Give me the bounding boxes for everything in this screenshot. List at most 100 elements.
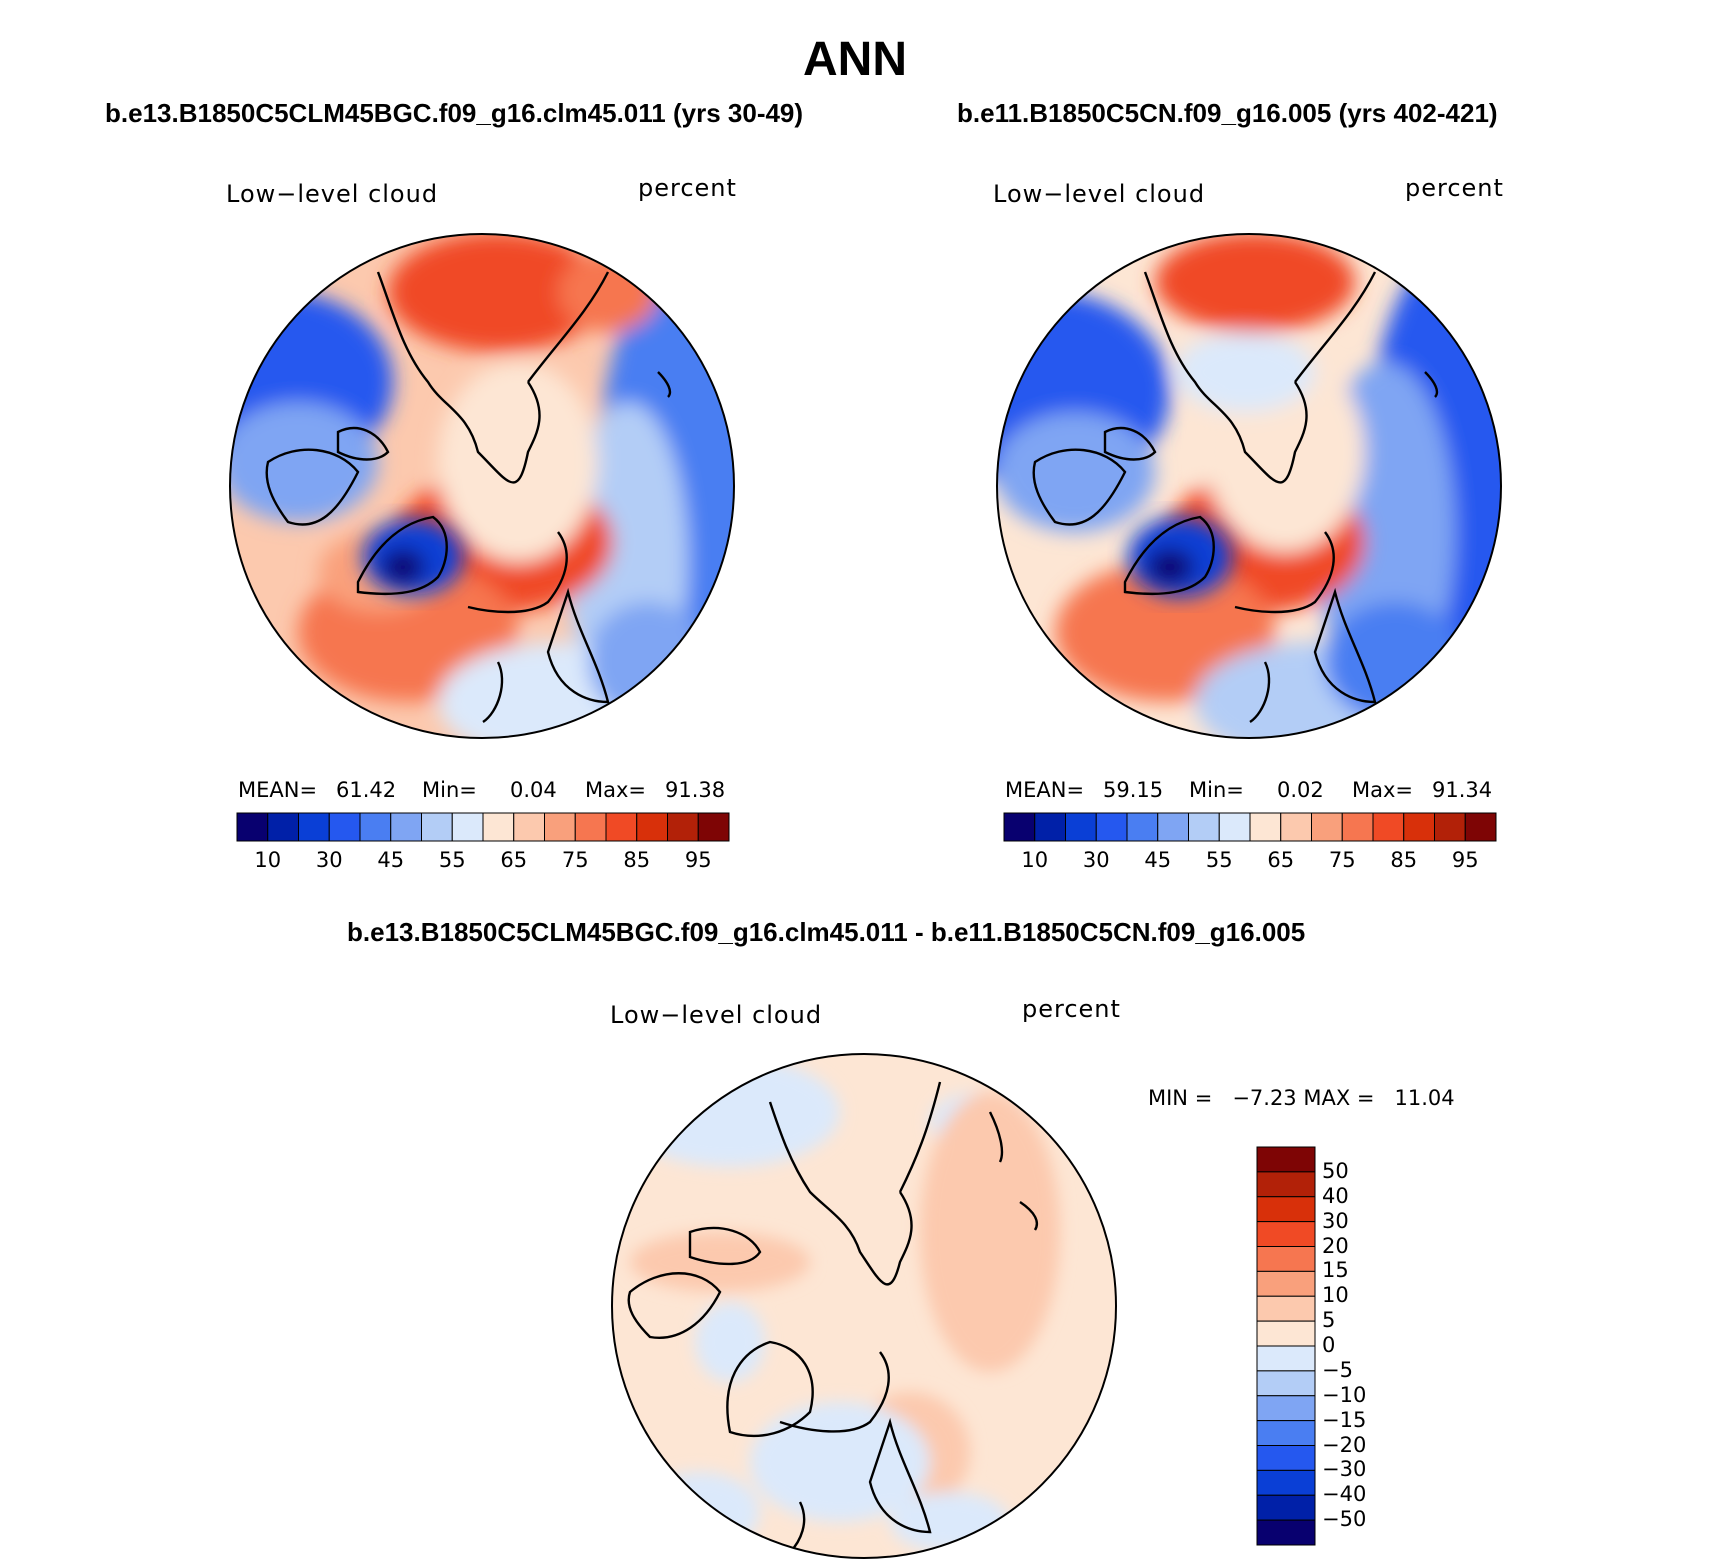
panel1-colorbar-cell bbox=[513, 812, 545, 842]
diff-title: b.e13.B1850C5CLM45BGC.f09_g16.clm45.011 … bbox=[347, 917, 1306, 947]
panel2-colorbar-ticks: 10 30 45 55 65 75 85 95 bbox=[1003, 848, 1497, 874]
panel2-colorbar-cell bbox=[1126, 812, 1159, 842]
diff-colorbar-cell bbox=[1256, 1420, 1316, 1446]
diff-colorbar-tick-label: 10 bbox=[1322, 1283, 1349, 1308]
diff-colorbar-tick-label: −50 bbox=[1322, 1507, 1367, 1532]
panel1-colorbar-tick-label: 65 bbox=[500, 848, 528, 872]
diff-colorbar-cell bbox=[1256, 1221, 1316, 1247]
panel1-colorbar-cell bbox=[451, 812, 484, 842]
panel1-colorbar-cell bbox=[697, 812, 730, 842]
panel2-colorbar-cell bbox=[1003, 812, 1036, 842]
diff-minmax: MIN = −7.23 MAX = 11.04 bbox=[1148, 1086, 1455, 1110]
diff-colorbar-cell bbox=[1256, 1320, 1316, 1347]
panel2-colorbar-cell bbox=[1249, 812, 1282, 842]
panel1-colorbar-tick-label: 95 bbox=[684, 848, 712, 872]
panel1-colorbar-cell bbox=[421, 812, 453, 842]
panel2-colorbar-cell bbox=[1311, 812, 1343, 842]
diff-colorbar-tick-label: 40 bbox=[1322, 1183, 1349, 1208]
diff-colorbar-tick-label: −20 bbox=[1322, 1432, 1367, 1457]
diff-colorbar-cell bbox=[1256, 1270, 1316, 1297]
panel1-units-label: percent bbox=[638, 174, 737, 202]
diff-colorbar-cell bbox=[1256, 1519, 1316, 1546]
diff-colorbar-cell bbox=[1256, 1345, 1316, 1372]
diff-colorbar-cell bbox=[1256, 1494, 1316, 1521]
panel2-min-label: Min= bbox=[1189, 778, 1244, 802]
panel2-colorbar bbox=[1003, 812, 1497, 842]
panel2-colorbar-tick-label: 30 bbox=[1082, 848, 1110, 872]
panel2-colorbar-cell bbox=[1034, 812, 1066, 842]
panel1-colorbar-cell bbox=[667, 812, 699, 842]
panel2-units-label: percent bbox=[1405, 174, 1504, 202]
panel1-colorbar-tick-label: 75 bbox=[561, 848, 589, 872]
diff-colorbar-tick-label: 5 bbox=[1322, 1308, 1336, 1333]
panel1-mean-value: 61.42 bbox=[336, 778, 397, 802]
panel2-mean-label: MEAN= bbox=[1005, 778, 1085, 802]
panel1-colorbar-cell bbox=[636, 812, 668, 842]
panel2-polar-map bbox=[996, 233, 1502, 739]
panel2-colorbar-cell bbox=[1188, 812, 1220, 842]
panel1-min-value: 0.04 bbox=[510, 778, 557, 802]
panel2-max-value: 91.34 bbox=[1432, 778, 1493, 802]
panel1-polar-map bbox=[229, 233, 735, 739]
panel1-colorbar-tick-label: 30 bbox=[315, 848, 343, 872]
panel1-max-value: 91.38 bbox=[665, 778, 726, 802]
diff-colorbar-tick-label: 50 bbox=[1322, 1158, 1349, 1183]
diff-colorbar-tick-label: 30 bbox=[1322, 1208, 1349, 1233]
diff-colorbar-cell bbox=[1256, 1445, 1316, 1471]
panel2-max-label: Max= bbox=[1352, 778, 1414, 802]
panel1-colorbar-cell bbox=[605, 812, 638, 842]
panel1-colorbar-cell bbox=[328, 812, 361, 842]
panel2-colorbar-tick-label: 95 bbox=[1451, 848, 1479, 872]
diff-colorbar-cell bbox=[1256, 1246, 1316, 1272]
panel2-colorbar-tick-label: 45 bbox=[1144, 848, 1172, 872]
diff-colorbar-tick-label: −10 bbox=[1322, 1382, 1367, 1407]
diff-colorbar-tick-label: −30 bbox=[1322, 1457, 1367, 1482]
panel1-colorbar-cell bbox=[298, 812, 330, 842]
diff-colorbar-cell bbox=[1256, 1395, 1316, 1422]
panel2-colorbar-cell bbox=[1434, 812, 1466, 842]
panel1-colorbar-cell bbox=[574, 812, 607, 842]
panel2-case-title: b.e11.B1850C5CN.f09_g16.005 (yrs 402-421… bbox=[957, 98, 1498, 128]
panel2-colorbar-cell bbox=[1157, 812, 1189, 842]
diff-colorbar-tick-label: −5 bbox=[1322, 1357, 1353, 1382]
diff-units-label: percent bbox=[1022, 995, 1121, 1023]
diff-colorbar-cell bbox=[1256, 1370, 1316, 1397]
panel2-colorbar-cell bbox=[1464, 812, 1497, 842]
panel2-colorbar-tick-label: 55 bbox=[1205, 848, 1233, 872]
panel1-colorbar-cell bbox=[359, 812, 392, 842]
panel2-colorbar-cell bbox=[1065, 812, 1097, 842]
panel1-colorbar-cell bbox=[236, 812, 269, 842]
panel2-colorbar-cell bbox=[1095, 812, 1128, 842]
diff-colorbar-cell bbox=[1256, 1171, 1316, 1198]
panel1-colorbar bbox=[236, 812, 730, 842]
panel1-colorbar-tick-label: 45 bbox=[377, 848, 405, 872]
panel2-colorbar-tick-label: 75 bbox=[1328, 848, 1356, 872]
diff-colorbar-ticks: 50 40 30 20 15 10 5 0 −5 −10 −15 −20 −30 −40 −50 bbox=[1322, 1146, 1402, 1546]
panel2-colorbar-cell bbox=[1372, 812, 1405, 842]
panel2-colorbar-tick-label: 85 bbox=[1390, 848, 1418, 872]
panel1-colorbar-cell bbox=[390, 812, 422, 842]
diff-colorbar-tick-label: 0 bbox=[1322, 1333, 1336, 1357]
panel2-variable-label: Low−level cloud bbox=[993, 180, 1206, 208]
panel2-mean-value: 59.15 bbox=[1103, 778, 1164, 802]
panel1-min-label: Min= bbox=[422, 778, 477, 802]
diff-colorbar-tick-label: −40 bbox=[1322, 1482, 1367, 1507]
panel1-colorbar-tick-label: 55 bbox=[438, 848, 466, 872]
main-title: ANN bbox=[803, 33, 907, 86]
diff-colorbar-cell bbox=[1256, 1146, 1316, 1173]
panel1-colorbar-ticks: 10 30 45 55 65 75 85 95 bbox=[236, 848, 730, 874]
panel1-variable-label: Low−level cloud bbox=[226, 180, 439, 208]
diff-colorbar-tick-label: −15 bbox=[1322, 1407, 1367, 1432]
diff-colorbar-tick-label: 15 bbox=[1322, 1258, 1349, 1283]
panel2-colorbar-cell bbox=[1218, 812, 1251, 842]
panel1-colorbar-tick-label: 10 bbox=[254, 848, 282, 872]
panel1-mean-label: MEAN= bbox=[238, 778, 318, 802]
panel1-colorbar-cell bbox=[267, 812, 299, 842]
panel2-colorbar-tick-label: 10 bbox=[1021, 848, 1049, 872]
panel2-colorbar-cell bbox=[1280, 812, 1312, 842]
diff-colorbar-cell bbox=[1256, 1196, 1316, 1223]
diff-colorbar-tick-label: 20 bbox=[1322, 1233, 1349, 1258]
diff-polar-map bbox=[611, 1053, 1117, 1559]
panel2-colorbar-cell bbox=[1341, 812, 1374, 842]
panel1-max-label: Max= bbox=[585, 778, 647, 802]
